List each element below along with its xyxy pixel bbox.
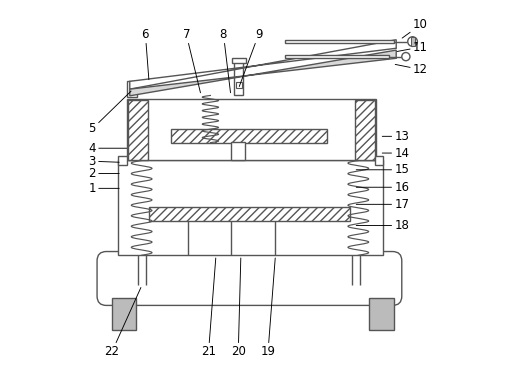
FancyBboxPatch shape [97,251,401,305]
Bar [149,207,349,221]
Text: 2: 2 [88,167,119,180]
Bar [127,100,148,160]
Bar [231,58,245,63]
Polygon shape [129,40,395,89]
Polygon shape [284,40,393,43]
Text: 3: 3 [89,155,119,168]
Bar [117,156,127,165]
Bar [127,99,375,160]
Text: 22: 22 [104,288,140,358]
Text: 20: 20 [231,258,245,358]
Text: 6: 6 [142,28,149,80]
Bar [117,160,382,255]
Bar [354,100,374,160]
Text: 12: 12 [394,63,427,76]
Text: 19: 19 [260,258,275,358]
Polygon shape [129,50,395,96]
Bar [374,156,382,165]
Text: 7: 7 [182,28,200,93]
Text: 11: 11 [397,41,427,54]
Bar [410,37,414,46]
Text: 17: 17 [356,198,409,211]
Text: 13: 13 [382,130,408,143]
Circle shape [407,37,416,46]
Text: 21: 21 [201,258,216,358]
Text: 18: 18 [356,219,408,232]
Bar [171,129,327,142]
Text: 9: 9 [239,28,262,87]
Text: 10: 10 [402,18,427,38]
Text: 5: 5 [89,91,131,135]
Bar [235,82,241,88]
Text: 4: 4 [88,142,126,155]
Text: 8: 8 [219,28,230,93]
Circle shape [401,53,409,61]
Bar [233,60,243,95]
Text: 15: 15 [356,163,408,176]
Text: 16: 16 [356,181,409,194]
Text: 14: 14 [382,147,409,160]
Bar [369,298,393,330]
Bar [127,81,137,97]
Polygon shape [284,55,388,58]
Bar [111,298,136,330]
Bar [231,142,244,160]
Text: 1: 1 [88,182,119,195]
